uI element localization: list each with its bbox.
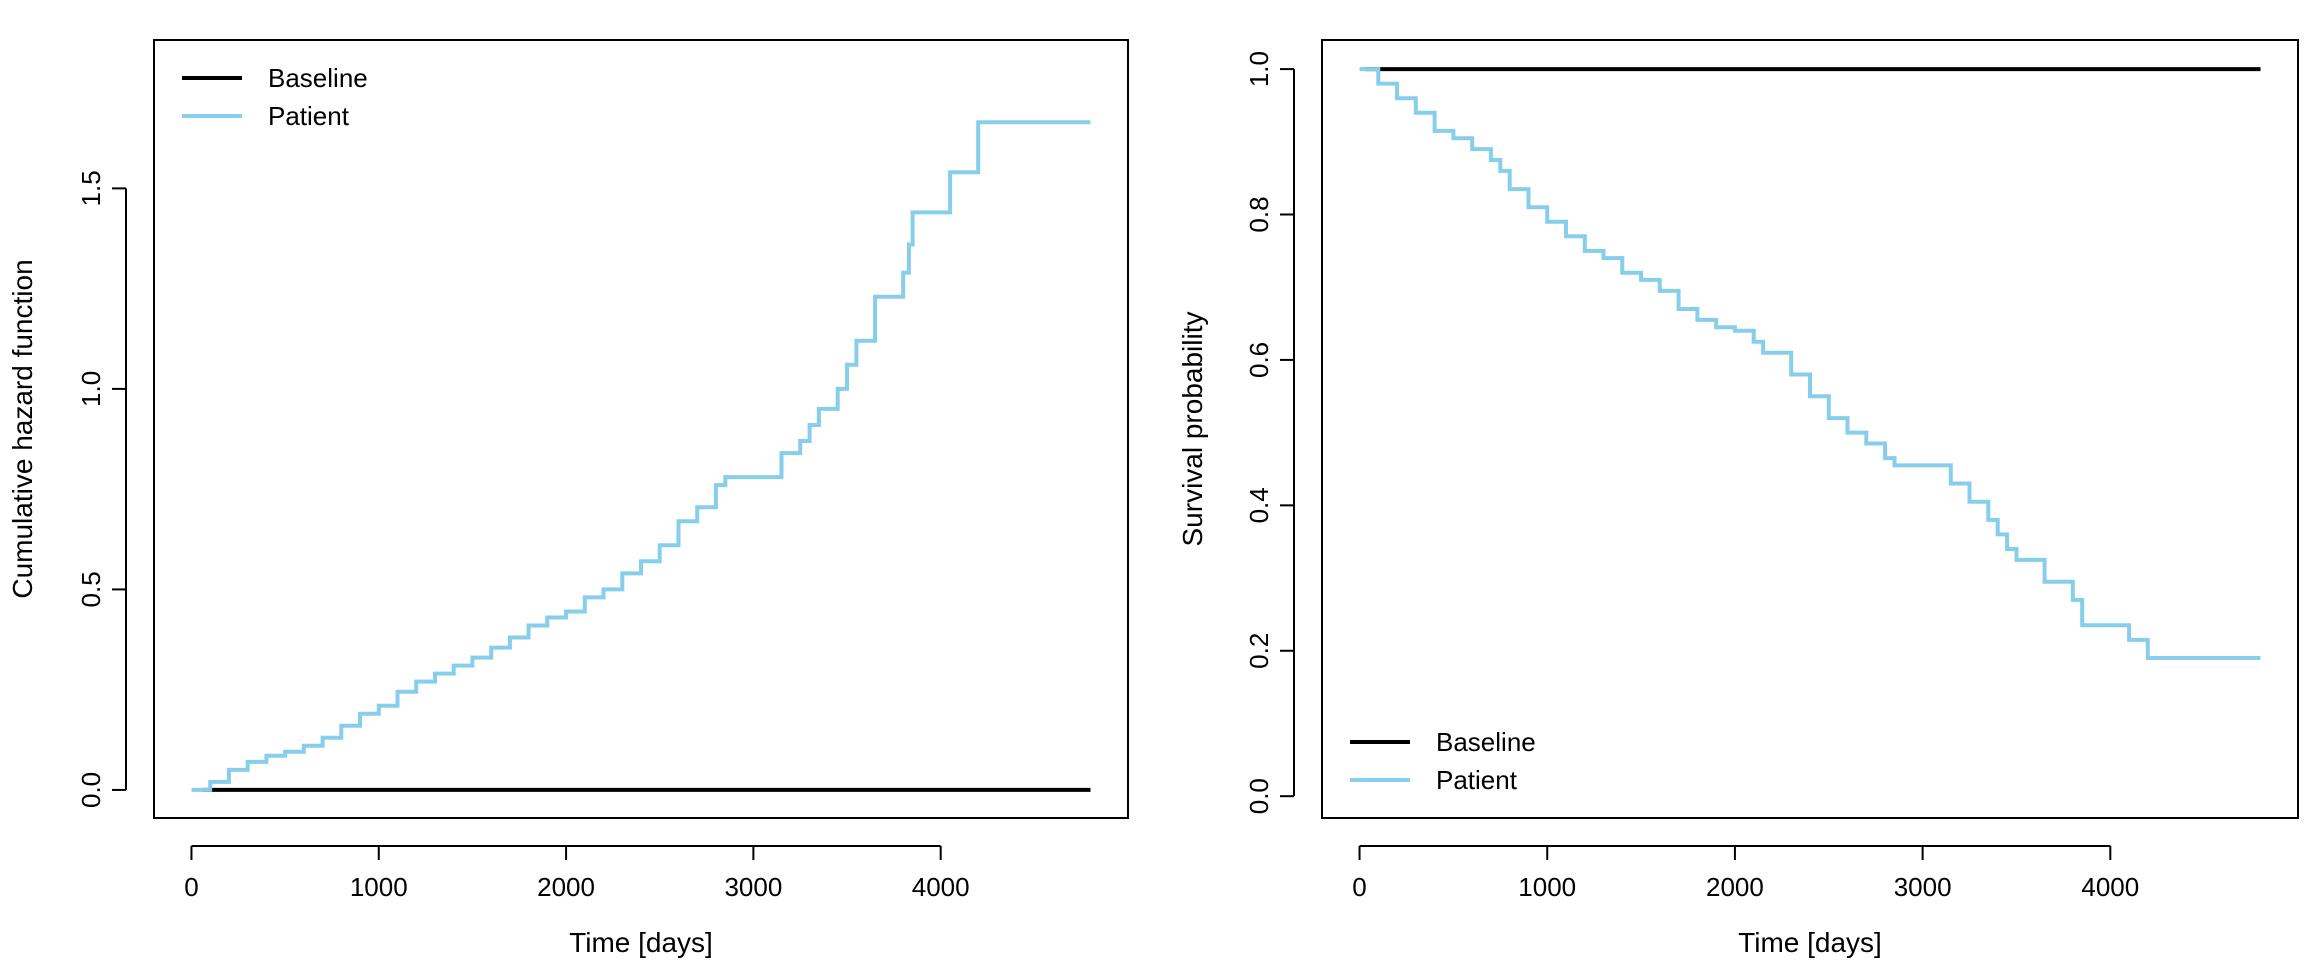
x-tick-label: 3000: [1894, 872, 1952, 902]
plot-frame: [153, 39, 1129, 819]
x-tick-label: 1000: [350, 872, 408, 902]
x-axis-title: Time [days]: [569, 927, 713, 958]
x-tick-label: 2000: [1706, 872, 1764, 902]
y-tick-label: 1.5: [76, 170, 106, 206]
cumulative-hazard-panel: 0 1000 2000 3000 4000 0.0 0.5 1.0 1.5 Time [days]…: [7, 39, 1129, 958]
y-tick-label: 0.0: [76, 772, 106, 808]
x-tick-label: 3000: [724, 872, 782, 902]
y-axis-title: Cumulative hazard function: [7, 259, 38, 598]
x-tick-label: 4000: [2081, 872, 2139, 902]
x-tick-label: 0: [184, 872, 198, 902]
y-tick-label: 0.6: [1244, 342, 1274, 378]
x-tick-label: 0: [1352, 872, 1366, 902]
y-tick-label: 1.0: [76, 371, 106, 407]
y-tick-label: 0.2: [1244, 633, 1274, 669]
survival-probability-panel: 0 1000 2000 3000 4000 0.0 0.2 0.4 0.6 0.8 1.0 Time …: [1177, 39, 2299, 958]
x-tick-label: 1000: [1518, 872, 1576, 902]
y-tick-label: 0.8: [1244, 196, 1274, 232]
x-axis-title: Time [days]: [1738, 927, 1882, 958]
patient-series-line: [1359, 67, 2261, 660]
plot-frame: [1321, 39, 2299, 819]
x-tick-label: 4000: [912, 872, 970, 902]
patient-series-line: [191, 120, 1091, 792]
legend-label-baseline: Baseline: [268, 63, 368, 93]
legend-label-patient: Patient: [268, 101, 350, 131]
y-tick-label: 0.5: [76, 571, 106, 607]
legend-label-patient: Patient: [1436, 765, 1518, 795]
y-tick-label: 1.0: [1244, 51, 1274, 87]
y-tick-label: 0.4: [1244, 487, 1274, 523]
legend-label-baseline: Baseline: [1436, 727, 1536, 757]
x-tick-label: 2000: [537, 872, 595, 902]
y-axis-title: Survival probability: [1177, 312, 1208, 547]
y-tick-label: 0.0: [1244, 778, 1274, 814]
